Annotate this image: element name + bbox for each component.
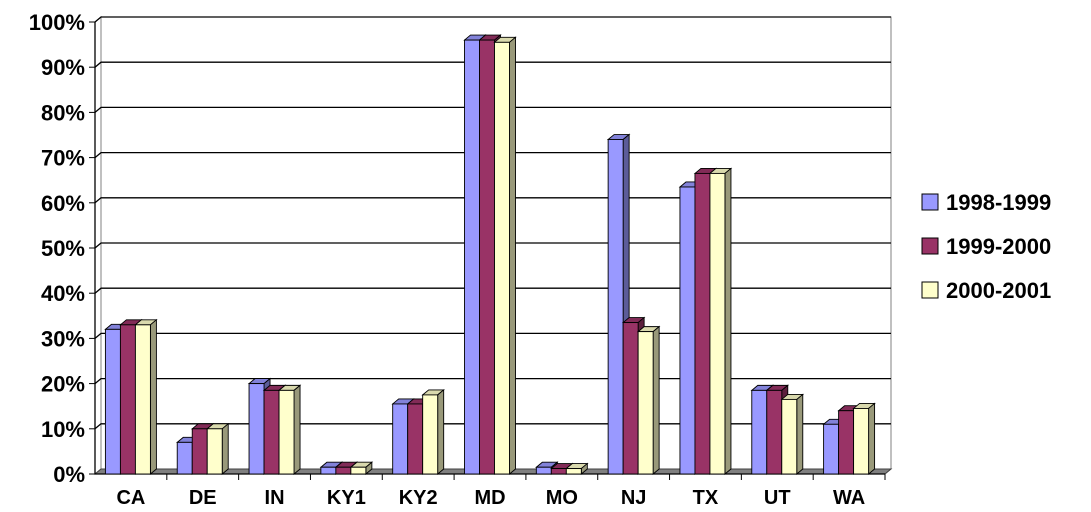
bar-side [293,384,301,475]
bar-side [149,318,157,475]
bar-WA-2000-2001 [852,402,876,475]
y-tick-label: 30% [41,326,85,351]
legend-label: 1998-1999 [946,190,1051,215]
x-tick-label: DE [189,487,217,509]
bar-front [191,428,208,475]
bar-side [796,393,804,475]
bar-front [637,331,654,475]
bar-front [350,466,367,475]
bar-front [709,172,726,475]
legend-label: 1999-2000 [946,234,1051,259]
bar-KY1-2000-2001 [349,461,374,475]
bar-front [320,466,337,475]
bar-front [134,324,151,475]
bar-side [221,422,229,475]
legend-item: 2000-2001 [921,278,1051,303]
legend-label: 2000-2001 [946,278,1051,303]
y-tick-label: 0% [53,462,85,487]
bar-front [853,408,870,475]
x-tick-label: UT [764,487,791,509]
bar-MD-2000-2001 [493,36,517,475]
x-tick-label: WA [833,487,865,509]
bar-UT-2000-2001 [780,393,805,475]
bar-front [479,39,495,475]
bars [104,34,876,475]
gridline [94,106,891,113]
bar-front [535,466,552,475]
bar-front [278,389,295,475]
bar-front [781,398,798,475]
bar-front [622,322,639,475]
legend-item: 1999-2000 [921,234,1051,259]
bar-MO-2000-2001 [565,462,589,475]
y-tick-label: 20% [41,372,85,397]
legend-item: 1998-1999 [921,190,1051,215]
y-tick-label: 60% [41,191,85,216]
bar-front [679,186,696,475]
bar-KY2-2000-2001 [421,388,445,475]
x-tick-label: TX [693,487,719,509]
y-tick-label: 80% [41,100,85,125]
y-tick-labels: 0% 10% 20% 30% 40% 50% 60% 70% 80% 90% 100% [29,10,85,487]
legend-swatch [921,193,939,211]
x-tick-label: CA [116,487,145,509]
x-tick-label: IN [265,487,285,509]
bar-front [248,383,265,475]
y-tick-label: 50% [41,236,85,261]
gridline [94,16,891,23]
bar-front [823,423,840,475]
bar-front [565,468,582,475]
legend: 1998-1999 1999-2000 2000-2001 [921,190,1051,303]
y-tick-label: 100% [29,10,85,35]
x-tick-label: MO [546,487,578,509]
y-tick-label: 90% [41,55,85,80]
bar-DE-2000-2001 [205,422,230,475]
bar-CA-2000-2001 [134,318,158,475]
gridline [94,61,891,68]
x-tick-labels: CA DE IN KY1 KY2 MD MO NJ TX UT WA [116,487,865,509]
x-tick-label: NJ [621,487,647,509]
bar-front [550,468,567,475]
bar-side [868,402,876,475]
bar-front [206,428,223,475]
bar-front [119,324,136,475]
bar-front [766,389,783,475]
bar-side [652,325,660,475]
bar-IN-2000-2001 [277,384,302,475]
y-tick-label: 10% [41,417,85,442]
legend-swatch [921,281,939,299]
bar-front [392,403,409,475]
legend-swatch [921,237,939,255]
bar-NJ-2000-2001 [636,325,661,475]
bar-front [751,389,768,475]
bar-front [494,41,510,475]
x-tick-label: MD [474,487,505,509]
bar-side [724,167,732,475]
bar-front [607,139,624,475]
bar-front [422,394,439,475]
x-tick-label: KY2 [399,487,438,509]
bar-front [407,403,424,475]
bar-front [694,172,711,475]
x-tick-label: KY1 [327,487,366,509]
bar-front [464,39,480,475]
bar-front [263,389,280,475]
bar-TX-2000-2001 [708,167,733,475]
y-tick-label: 70% [41,146,85,171]
bar-side [437,388,445,475]
bar-front [838,410,855,475]
y-tick-label: 40% [41,281,85,306]
bar-side [509,36,516,475]
bar-front [104,328,121,475]
bar-front [176,441,193,475]
bar-front [335,466,352,475]
